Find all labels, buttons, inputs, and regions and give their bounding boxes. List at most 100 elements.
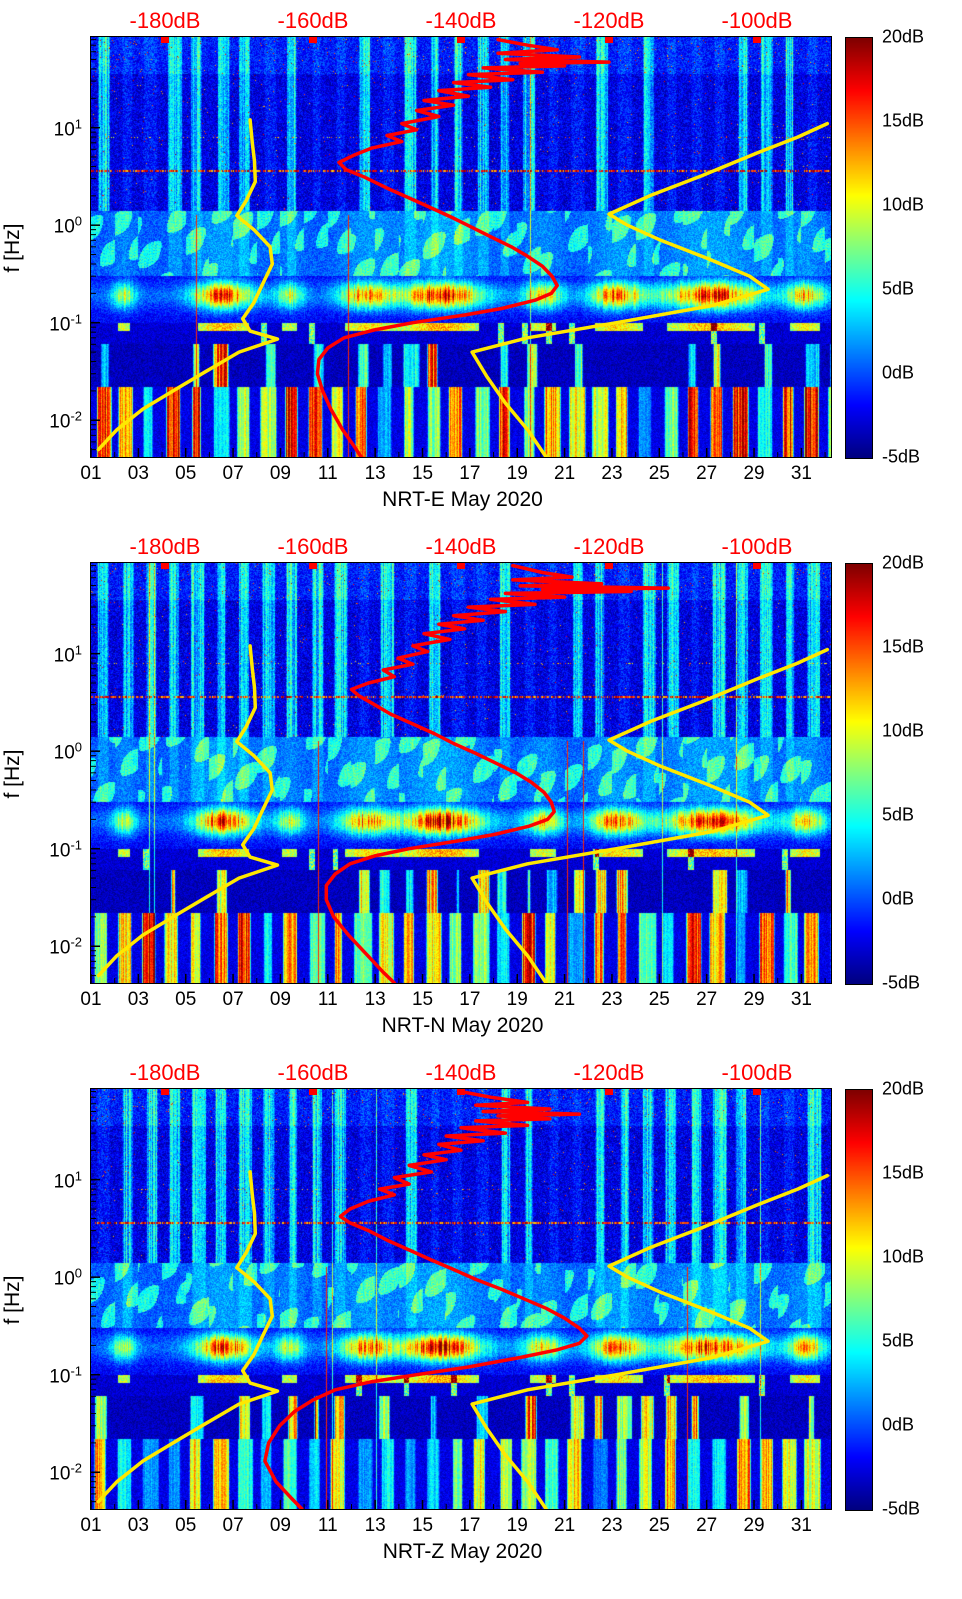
colorbar-tick-label: -5dB [882,1498,921,1519]
y-axis-label: f [Hz] [1,1274,24,1325]
x-tick-label: 17 [459,463,481,484]
x-tick-label: 29 [743,463,765,484]
colorbar-tick-label: 20dB [882,552,925,573]
x-tick-label: 15 [411,989,434,1010]
spectrogram-heatmap [91,37,831,457]
colorbar-tick-label: 0dB [882,888,915,909]
spectrogram-figure: -180dB -160dB -140dB -120dB -100dB f [Hz] 10… [0,2,962,1568]
x-tick-label: 29 [743,1515,765,1536]
nlnm-curve [96,118,280,452]
x-tick-label: 03 [127,1515,149,1536]
top-axis-tick-label: -180dB [129,8,201,33]
x-tick-label: 17 [459,1515,481,1536]
top-axis-red-tick [605,563,613,569]
colorbar-tick-label: 0dB [882,1414,915,1435]
top-axis-red-tick [605,37,613,43]
top-axis-tick-label: -160dB [277,8,349,33]
y-tick-label: 10-1 [49,837,82,862]
spectrogram-panel-nrt-n: -180dB -160dB -140dB -120dB -100dB f [Hz] 10… [0,528,962,1042]
colorbar-tick-label: 20dB [882,26,925,47]
x-tick-label: 31 [790,1515,812,1536]
spectrogram-panel-nrt-e: -180dB -160dB -140dB -120dB -100dB f [Hz] 10… [0,2,962,516]
top-axis-red-tick [457,563,465,569]
x-tick-label: 15 [411,463,434,484]
top-axis-tick-label: -100dB [721,1060,793,1085]
y-tick-label: 101 [53,1167,82,1193]
y-axis-label: f [Hz] [1,748,24,799]
y-axis-label-container: f [Hz] [0,562,26,985]
psd-overlay [91,37,830,457]
spectrogram-plot [90,1088,832,1510]
psd-overlay [91,563,830,983]
x-tick-label: 01 [80,989,102,1010]
spectrogram-heatmap [91,1089,831,1509]
psd-overlay [91,1089,830,1509]
x-tick-label: 01 [80,463,102,484]
x-tick-label: 09 [269,989,292,1010]
top-axis-tick-label: -120dB [573,534,645,559]
top-axis-tick-label: -120dB [573,8,645,33]
y-tick-labels: 101 100 10-1 10-2 [26,1088,90,1511]
y-tick-label: 100 [53,739,82,764]
top-db-axis: -180dB -160dB -140dB -120dB -100dB [91,528,834,562]
x-tick-label: 11 [317,1515,338,1536]
x-tick-label: 21 [554,1515,576,1536]
x-axis-label: NRT-Z May 2020 [382,1540,543,1563]
x-tick-label: 11 [317,989,338,1010]
x-tick-label: 21 [554,989,576,1010]
x-tick-label: 21 [554,463,576,484]
x-tick-label: 19 [506,463,528,484]
x-tick-label: 01 [80,1515,102,1536]
colorbar-gap [832,1088,845,1089]
x-tick-label: 29 [743,989,765,1010]
x-tick-label: 31 [790,463,812,484]
x-tick-label: 27 [696,1515,718,1536]
x-tick-label: 31 [790,989,812,1010]
colorbar [845,37,873,459]
colorbar-gradient [846,38,872,458]
colorbar-tick-label: 15dB [882,636,925,657]
y-tick-label: 101 [53,641,82,667]
colorbar-tick-label: 5dB [882,278,915,299]
colorbar-labels: 20dB 15dB 10dB 5dB 0dB -5dB [878,553,948,993]
spectrogram-plot [90,562,832,984]
x-tick-label: 05 [175,1515,197,1536]
nhnm-curve [470,121,830,457]
x-tick-label: 27 [696,463,718,484]
top-axis-tick-label: -100dB [721,534,793,559]
colorbar-tick-label: 10dB [882,1246,925,1267]
y-tick-labels: 101 100 10-1 10-2 [26,36,90,459]
x-tick-label: 03 [127,989,149,1010]
x-axis-label: NRT-N May 2020 [381,1014,544,1037]
x-tick-label: 13 [364,1515,386,1536]
top-axis-tick-label: -160dB [277,534,349,559]
colorbar-tick-label: 5dB [882,1330,915,1351]
colorbar [845,563,873,985]
colorbar-tick-label: 20dB [882,1078,925,1099]
nlnm-curve [96,1170,280,1504]
colorbar-tick-label: 5dB [882,804,915,825]
x-tick-label: 25 [648,989,670,1010]
x-tick-label: 23 [601,1515,623,1536]
colorbar-labels: 20dB 15dB 10dB 5dB 0dB -5dB [878,1079,948,1519]
top-axis-tick-label: -140dB [425,1060,497,1085]
spectrogram-plot [90,36,832,458]
colorbar-gap [832,36,845,37]
top-axis-tick-label: -160dB [277,1060,349,1085]
x-tick-label: 19 [506,989,528,1010]
y-tick-label: 100 [53,1265,82,1290]
top-axis-red-tick [161,563,169,569]
y-tick-label: 10-2 [49,1460,82,1485]
x-tick-label: 13 [364,463,386,484]
colorbar-tick-label: 0dB [882,362,915,383]
x-tick-label: 11 [317,463,338,484]
top-axis-red-tick [753,1089,761,1095]
x-tick-label: 17 [459,989,481,1010]
x-tick-label: 13 [364,989,386,1010]
x-tick-label: 25 [648,463,670,484]
x-tick-label: 15 [411,1515,434,1536]
colorbar-tick-label: 10dB [882,720,925,741]
top-axis-tick-label: -140dB [425,534,497,559]
top-axis-red-tick [753,563,761,569]
top-axis-tick-label: -180dB [129,1060,201,1085]
